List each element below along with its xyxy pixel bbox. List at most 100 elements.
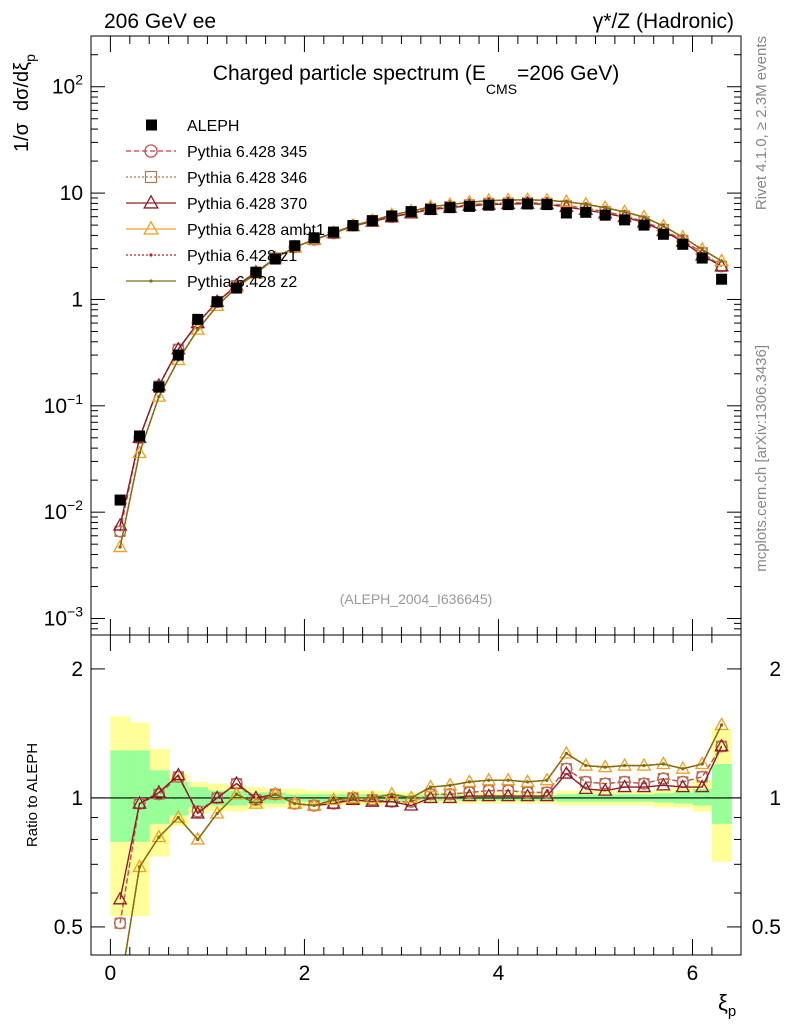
main-y-tick-label: 102 <box>52 72 83 99</box>
data-point <box>289 240 301 252</box>
ratio-series-point <box>384 786 400 800</box>
ratio-axes: 0.5 0.5 1 1 2 2 0 2 4 6 <box>54 634 781 985</box>
series-point <box>603 206 607 210</box>
ratio-series-point <box>448 783 452 787</box>
ratio-series-point <box>331 798 336 802</box>
ratio-band-inner <box>692 788 713 806</box>
legend-marker <box>149 253 153 257</box>
ratio-y-tick-label: 0.5 <box>54 916 83 939</box>
ratio-series-point <box>559 745 574 759</box>
data-point <box>425 204 437 216</box>
legend-label: Pythia 6.428 345 <box>187 144 307 161</box>
ratio-series-point <box>423 779 438 793</box>
ratio-series-point <box>119 986 122 989</box>
ratio-series-point <box>521 786 534 799</box>
ratio-series-point <box>293 801 297 806</box>
ratio-series-point <box>481 788 497 802</box>
data-point <box>619 214 631 226</box>
data-point <box>269 253 281 265</box>
data-point <box>463 200 475 212</box>
main-axes: 10−3 10−2 10−1 1 10 102 <box>44 35 742 636</box>
ratio-series-line <box>119 745 723 924</box>
data-point <box>696 252 708 264</box>
legend-label: ALEPH <box>187 118 239 135</box>
ratio-series-point <box>326 795 341 809</box>
ratio-series-point <box>423 790 438 804</box>
ratio-series-point <box>603 765 607 769</box>
legend-marker <box>144 170 158 184</box>
ratio-series-point <box>462 774 477 788</box>
data-point <box>231 282 243 294</box>
ratio-series-point <box>481 772 497 786</box>
ratio-series-point <box>638 778 650 790</box>
ratio-series-point <box>500 788 516 802</box>
ratio-series-point <box>597 759 613 773</box>
x-tick-label: 4 <box>493 962 505 985</box>
series-point <box>151 388 167 402</box>
series-point <box>112 539 128 553</box>
ratio-series-point <box>714 738 729 752</box>
data-point <box>211 296 223 308</box>
data-point <box>560 207 572 219</box>
main-y-tick-label: 10−3 <box>44 604 84 631</box>
ratio-series-point <box>132 795 147 809</box>
data-point <box>580 206 592 218</box>
data-point <box>716 273 728 285</box>
ratio-series-point <box>700 762 704 766</box>
legend-marker <box>149 279 153 283</box>
ratio-series-point <box>254 801 258 806</box>
ratio-series-point <box>675 779 691 793</box>
series-point <box>190 321 206 335</box>
ratio-series-point <box>209 790 225 804</box>
ratio-series-point <box>599 778 611 790</box>
ratio-frame <box>90 634 742 956</box>
ratio-series-point <box>525 780 530 784</box>
data-point <box>192 313 204 325</box>
legend-marker <box>146 119 157 131</box>
ratio-series-line <box>119 745 723 924</box>
ratio-series-point <box>597 782 613 796</box>
ratio-y-label: Ratio to ALEPH <box>24 743 41 847</box>
series-point <box>114 525 126 537</box>
ratio-series-point <box>190 805 206 819</box>
chart-title: Charged particle spectrum (ECMS=206 GeV) <box>213 62 619 97</box>
ratio-series-point <box>636 779 652 793</box>
ratio-series-point <box>642 763 646 768</box>
data-point <box>386 210 398 222</box>
ratio-y-tick-label-right: 1 <box>769 787 781 810</box>
ratio-series-point <box>370 796 374 800</box>
ratio-series-point <box>545 778 549 782</box>
data-point <box>483 199 495 211</box>
series-point <box>661 224 665 228</box>
legend-marker <box>143 220 159 235</box>
ratio-series-line <box>119 745 723 900</box>
ratio-series-point <box>681 767 685 771</box>
legend-label: Pythia 6.428 z1 <box>187 248 297 265</box>
legend-label: Pythia 6.428 z2 <box>187 274 297 291</box>
ratio-series-point <box>196 837 200 842</box>
ratio-series-point <box>424 788 437 800</box>
ratio-series-point <box>487 778 491 782</box>
data-point <box>366 215 378 227</box>
analysis-watermark: (ALEPH_2004_I636645) <box>340 591 493 607</box>
x-tick-label: 0 <box>105 962 117 985</box>
ratio-series-point <box>157 835 161 839</box>
ratio-series-point <box>578 757 594 771</box>
data-point <box>308 232 320 244</box>
data-point <box>522 198 534 210</box>
ratio-series-point <box>234 792 239 796</box>
series-point <box>714 253 729 267</box>
data-point <box>677 238 689 250</box>
ratio-series-point <box>656 777 671 791</box>
data-point <box>657 228 669 240</box>
ratio-series-point <box>428 785 433 789</box>
main-y-tick-label: 10−2 <box>44 497 84 524</box>
ratio-bands <box>91 716 741 917</box>
ratio-series-point <box>119 986 122 989</box>
ratio-series-point <box>151 784 167 798</box>
ratio-series-point <box>171 809 186 823</box>
rivet-label: Rivet 4.1.0, ≥ 2.3M events <box>753 36 770 210</box>
series-point <box>118 545 122 549</box>
series-point <box>132 445 147 459</box>
